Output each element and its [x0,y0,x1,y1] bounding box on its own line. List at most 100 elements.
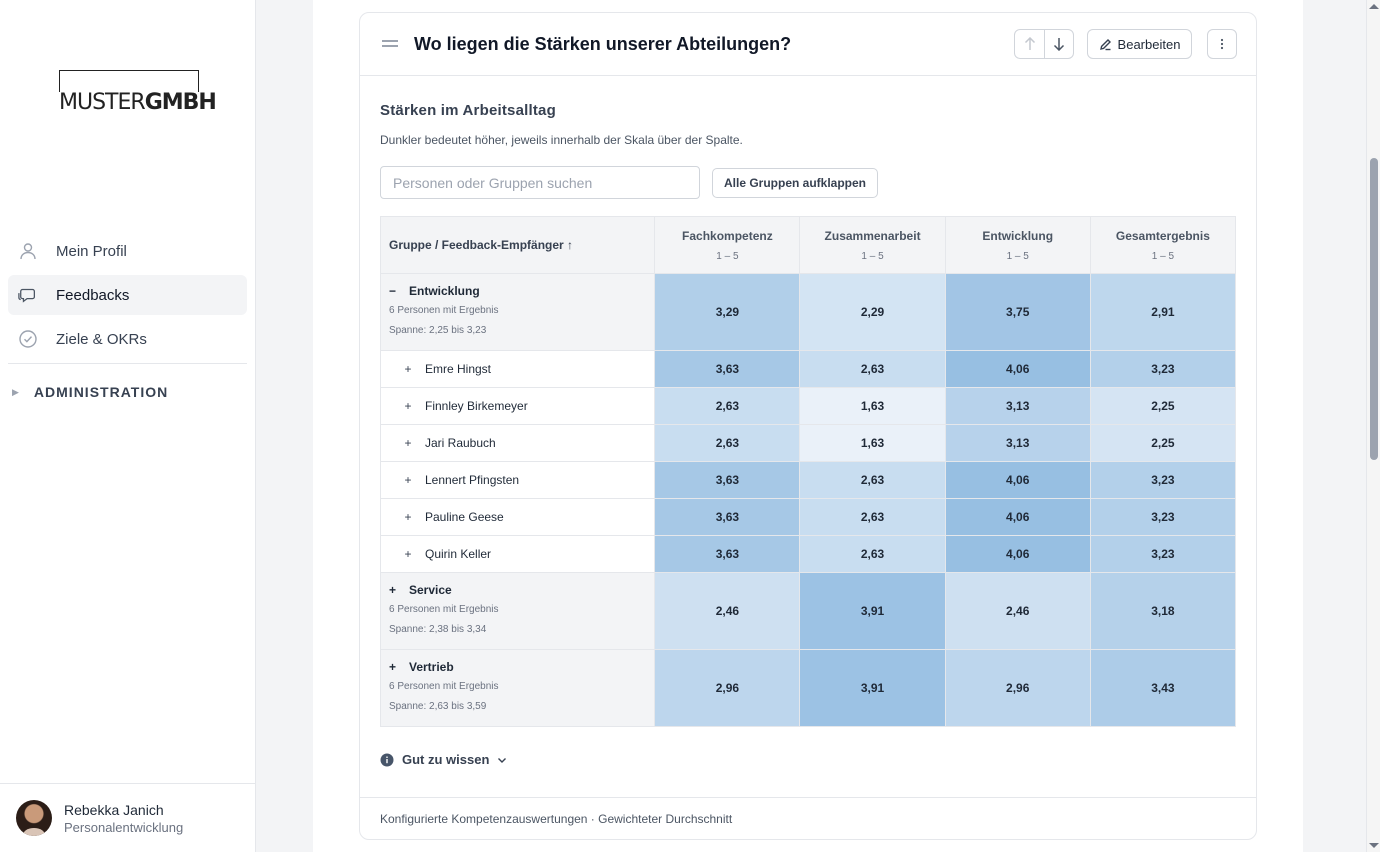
group-range: Spanne: 2,38 bis 3,34 [389,624,487,635]
heat-cell: 3,91 [799,649,946,727]
heat-cell: 3,63 [654,350,801,388]
toggle-icon[interactable]: + [404,473,412,487]
heat-cell: 3,23 [1089,461,1237,499]
group-count: 6 Personen mit Ergebnis [389,681,499,692]
person-name-cell[interactable]: + Jari Raubuch [379,424,656,462]
move-buttons [1014,29,1074,59]
heat-cell: 3,63 [654,535,801,573]
person-row[interactable]: + Finnley Birkemeyer 2,63 1,63 3,13 2,25 [379,387,1237,425]
heat-cell: 4,06 [944,350,1091,388]
person-name-cell[interactable]: + Pauline Geese [379,498,656,536]
heat-cell: 2,29 [799,273,946,351]
heat-cell: 3,75 [944,273,1091,351]
move-down-button[interactable] [1044,30,1073,58]
heat-cell: 3,29 [654,273,801,351]
toggle-icon[interactable]: + [404,399,412,413]
group-title: + Vertrieb [389,660,654,674]
person-row[interactable]: + Lennert Pfingsten 3,63 2,63 4,06 3,23 [379,461,1237,499]
column-header-group[interactable]: Gruppe / Feedback-Empfänger ↑ [379,216,656,274]
group-row[interactable]: + Service 6 Personen mit Ergebnis Spanne: 2… [379,572,1237,650]
info-icon [380,753,394,766]
toggle-icon[interactable]: + [404,547,412,561]
heat-cell: 2,25 [1089,387,1237,425]
scroll-thumb[interactable] [1370,158,1378,460]
logo-text: MUSTERGMBH [59,92,220,114]
person-name-cell[interactable]: + Finnley Birkemeyer [379,387,656,425]
person-row[interactable]: + Emre Hingst 3,63 2,63 4,06 3,23 [379,350,1237,388]
good-to-know-toggle[interactable]: Gut zu wissen [380,752,507,767]
person-label: + Jari Raubuch [389,436,654,450]
user-info: Rebekka Janich Personalentwicklung [64,802,183,835]
group-row[interactable]: + Vertrieb 6 Personen mit Ergebnis Spanne: … [379,649,1237,727]
person-name: Lennert Pfingsten [425,473,520,487]
column-header[interactable]: Zusammenarbeit 1 – 5 [799,216,946,274]
heat-cell: 2,25 [1089,424,1237,462]
card-title: Wo liegen die Stärken unserer Abteilunge… [414,34,792,54]
toggle-icon[interactable]: + [404,362,412,376]
heat-cell: 3,23 [1089,535,1237,573]
more-options-button[interactable] [1207,29,1237,59]
heat-cell: 1,63 [799,387,946,425]
scroll-up-icon[interactable] [1369,4,1379,9]
nav-item-label: Mein Profil [56,242,127,260]
toggle-icon[interactable]: + [404,510,412,524]
edit-label: Bearbeiten [1117,36,1181,52]
edit-button[interactable]: Bearbeiten [1087,29,1192,59]
person-label: + Pauline Geese [389,510,654,524]
heat-cell: 3,18 [1089,572,1237,650]
person-row[interactable]: + Quirin Keller 3,63 2,63 4,06 3,23 [379,535,1237,573]
search-input[interactable] [380,166,700,199]
card-header: Wo liegen die Stärken unserer Abteilunge… [360,13,1256,76]
person-name: Emre Hingst [425,362,492,376]
heat-cell: 3,63 [654,461,801,499]
heat-cell: 3,43 [1089,649,1237,727]
heat-cell: 4,06 [944,498,1091,536]
person-row[interactable]: + Jari Raubuch 2,63 1,63 3,13 2,25 [379,424,1237,462]
group-name: Vertrieb [409,660,454,674]
person-name: Pauline Geese [425,510,504,524]
group-name-cell[interactable]: + Vertrieb 6 Personen mit Ergebnis Spanne: … [379,649,656,727]
group-count: 6 Personen mit Ergebnis [389,604,499,615]
pencil-icon [1099,38,1111,50]
toggle-icon[interactable]: + [404,436,412,450]
admin-section-toggle[interactable]: ▶ ADMINISTRATION [12,384,168,400]
group-row[interactable]: − Entwicklung 6 Personen mit Ergebnis Spann… [379,273,1237,351]
scroll-down-icon[interactable] [1369,843,1379,848]
heat-cell: 2,96 [654,649,801,727]
person-label: + Lennert Pfingsten [389,473,654,487]
arrow-up-icon [1024,37,1035,50]
page-scrollbar[interactable] [1366,0,1380,852]
group-title: + Service [389,583,654,597]
toggle-icon[interactable]: + [389,660,397,674]
nav-item-profile[interactable]: Mein Profil [8,231,247,271]
heat-cell: 4,06 [944,535,1091,573]
nav-item-goals[interactable]: Ziele & OKRs [8,319,247,359]
section-description: Dunkler bedeutet höher, jeweils innerhal… [380,133,743,147]
person-name-cell[interactable]: + Quirin Keller [379,535,656,573]
group-name-cell[interactable]: − Entwicklung 6 Personen mit Ergebnis Spann… [379,273,656,351]
toggle-icon[interactable]: + [389,583,397,597]
heat-cell: 3,13 [944,424,1091,462]
person-name-cell[interactable]: + Emre Hingst [379,350,656,388]
group-range: Spanne: 2,25 bis 3,23 [389,325,487,336]
column-header[interactable]: Fachkompetenz 1 – 5 [654,216,801,274]
chat-icon [18,285,38,305]
column-header[interactable]: Entwicklung 1 – 5 [944,216,1091,274]
group-name-cell[interactable]: + Service 6 Personen mit Ergebnis Spanne: 2… [379,572,656,650]
move-up-button[interactable] [1015,30,1044,58]
toggle-icon[interactable]: − [389,284,397,298]
chevron-down-icon [498,757,507,763]
company-logo[interactable]: MUSTERGMBH [59,70,220,114]
heat-cell: 2,46 [654,572,801,650]
person-name-cell[interactable]: + Lennert Pfingsten [379,461,656,499]
expand-all-groups-button[interactable]: Alle Gruppen aufklappen [712,168,878,198]
heat-cell: 4,06 [944,461,1091,499]
person-row[interactable]: + Pauline Geese 3,63 2,63 4,06 3,23 [379,498,1237,536]
column-header[interactable]: Gesamtergebnis 1 – 5 [1089,216,1237,274]
person-name: Finnley Birkemeyer [425,399,528,413]
heat-cell: 2,63 [799,461,946,499]
user-profile[interactable]: Rebekka Janich Personalentwicklung [0,783,255,852]
heat-cell: 3,23 [1089,350,1237,388]
nav-item-feedbacks[interactable]: Feedbacks [8,275,247,315]
drag-handle-icon[interactable] [382,40,398,47]
